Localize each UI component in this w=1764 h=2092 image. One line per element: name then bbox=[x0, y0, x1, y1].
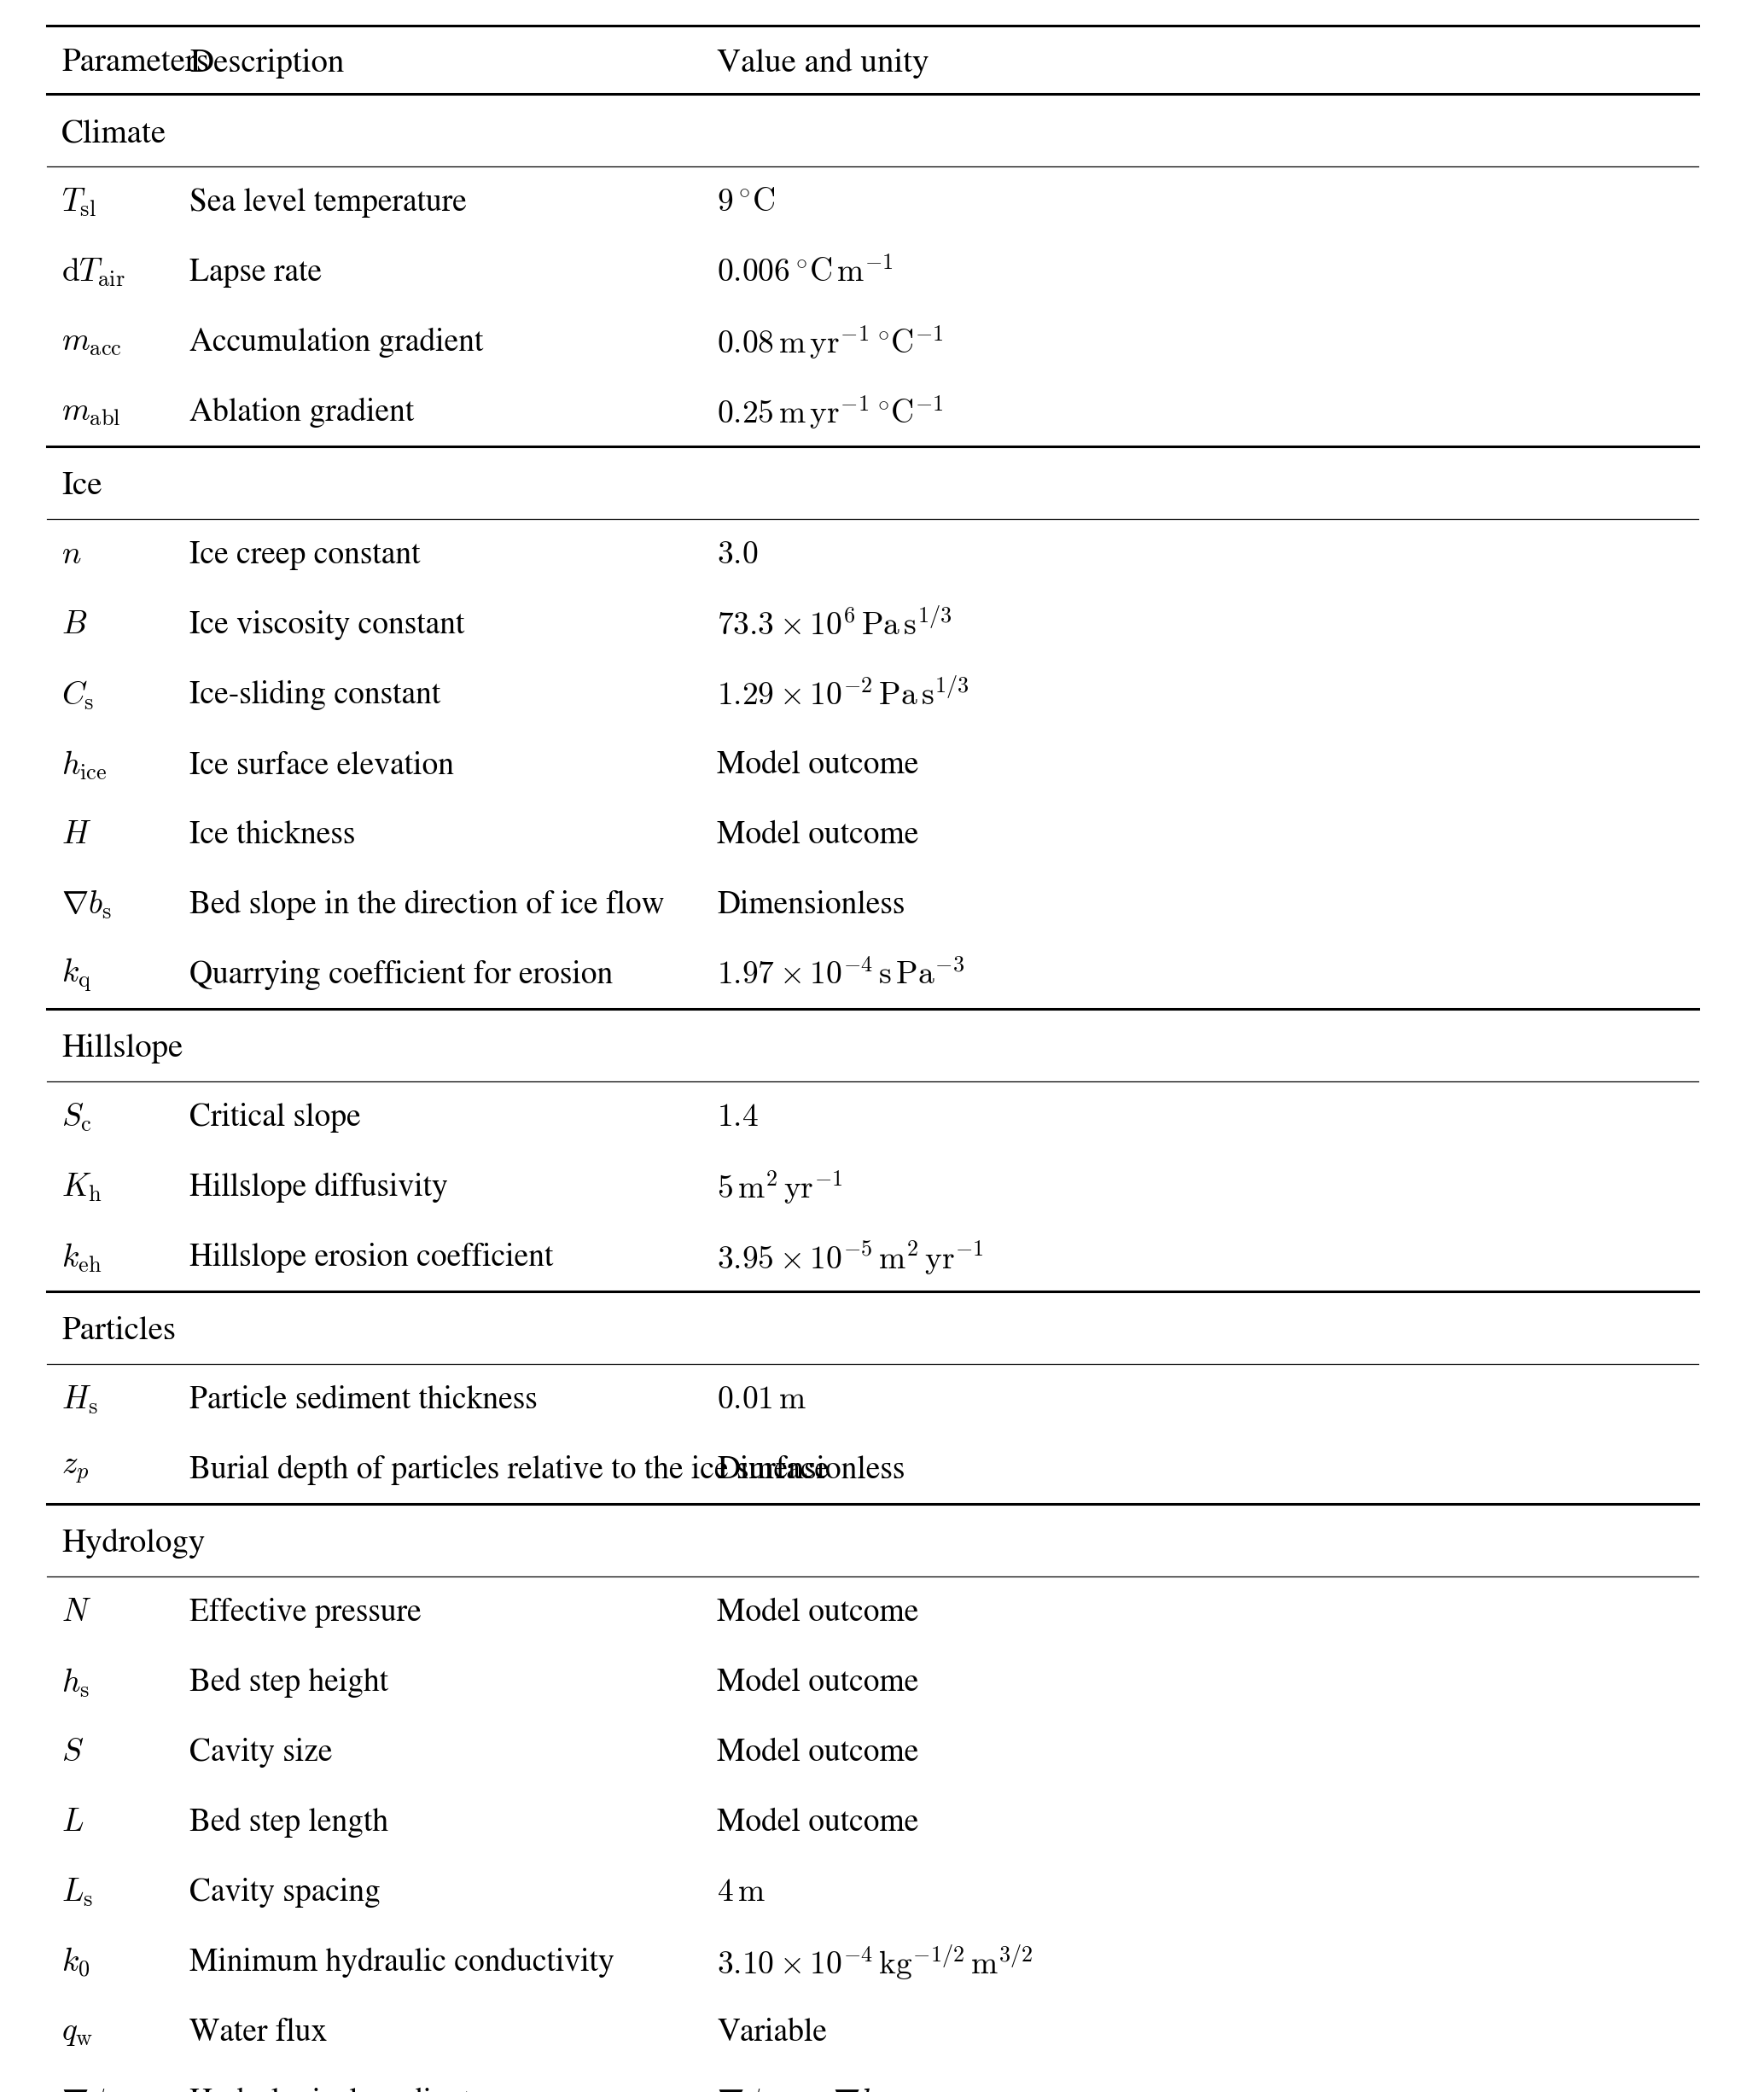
Text: $\nabla b_{\mathrm{s}}$: $\nabla b_{\mathrm{s}}$ bbox=[62, 889, 111, 920]
Text: Ablation gradient: Ablation gradient bbox=[189, 397, 415, 429]
Text: Ice creep constant: Ice creep constant bbox=[189, 540, 420, 571]
Text: $q_{\mathrm{w}}$: $q_{\mathrm{w}}$ bbox=[62, 2019, 93, 2048]
Text: $\nabla \psi$: $\nabla \psi$ bbox=[62, 2086, 109, 2092]
Text: Climate: Climate bbox=[62, 119, 166, 149]
Text: $B$: $B$ bbox=[62, 611, 86, 640]
Text: $n$: $n$ bbox=[62, 540, 81, 571]
Text: $0.25\,\mathrm{m\,yr}^{-1}\,^{\circ}\mathrm{C}^{-1}$: $0.25\,\mathrm{m\,yr}^{-1}\,^{\circ}\mat… bbox=[716, 393, 944, 431]
Text: Dimensionless: Dimensionless bbox=[716, 891, 905, 920]
Text: Model outcome: Model outcome bbox=[716, 1807, 919, 1837]
Text: Ice thickness: Ice thickness bbox=[189, 820, 355, 849]
Text: Accumulation gradient: Accumulation gradient bbox=[189, 328, 483, 358]
Text: Minimum hydraulic conductivity: Minimum hydraulic conductivity bbox=[189, 1948, 614, 1977]
Text: Critical slope: Critical slope bbox=[189, 1102, 362, 1132]
Text: Bed step length: Bed step length bbox=[189, 1807, 388, 1839]
Text: $73.3 \times 10^{6}\,\mathrm{Pa\,s}^{1/3}$: $73.3 \times 10^{6}\,\mathrm{Pa\,s}^{1/3… bbox=[716, 609, 953, 642]
Text: Cavity size: Cavity size bbox=[189, 1738, 332, 1768]
Text: Dimensionless: Dimensionless bbox=[716, 1456, 905, 1485]
Text: $9\,^{\circ}\mathrm{C}$: $9\,^{\circ}\mathrm{C}$ bbox=[716, 188, 774, 218]
Text: $3.10 \times 10^{-4}\,\mathrm{kg}^{-1/2}\,\mathrm{m}^{3/2}$: $3.10 \times 10^{-4}\,\mathrm{kg}^{-1/2}… bbox=[716, 1943, 1034, 1983]
Text: $S_{\mathrm{c}}$: $S_{\mathrm{c}}$ bbox=[62, 1102, 92, 1134]
Text: Ice viscosity constant: Ice viscosity constant bbox=[189, 611, 464, 640]
Text: $0.01\,\mathrm{m}$: $0.01\,\mathrm{m}$ bbox=[716, 1385, 806, 1414]
Text: $m_{\mathrm{acc}}$: $m_{\mathrm{acc}}$ bbox=[62, 328, 122, 358]
Text: Lapse rate: Lapse rate bbox=[189, 257, 321, 289]
Text: Hillslope diffusivity: Hillslope diffusivity bbox=[189, 1174, 448, 1203]
Text: $k_{\mathrm{q}}$: $k_{\mathrm{q}}$ bbox=[62, 956, 92, 994]
Text: $1.29 \times 10^{-2}\,\mathrm{Pa\,s}^{1/3}$: $1.29 \times 10^{-2}\,\mathrm{Pa\,s}^{1/… bbox=[716, 678, 970, 711]
Text: Cavity spacing: Cavity spacing bbox=[189, 1879, 381, 1908]
Text: $0.08\,\mathrm{m\,yr}^{-1}\,^{\circ}\mathrm{C}^{-1}$: $0.08\,\mathrm{m\,yr}^{-1}\,^{\circ}\mat… bbox=[716, 324, 944, 362]
Text: Hillslope: Hillslope bbox=[62, 1033, 183, 1063]
Text: Description: Description bbox=[189, 48, 344, 77]
Text: Effective pressure: Effective pressure bbox=[189, 1598, 422, 1628]
Text: Value and unity: Value and unity bbox=[716, 48, 930, 77]
Text: Ice: Ice bbox=[62, 471, 102, 502]
Text: $h_{\mathrm{s}}$: $h_{\mathrm{s}}$ bbox=[62, 1667, 90, 1699]
Text: Water flux: Water flux bbox=[189, 2019, 326, 2048]
Text: $4\,\mathrm{m}$: $4\,\mathrm{m}$ bbox=[716, 1879, 766, 1908]
Text: $5\,\mathrm{m}^{2}\,\mathrm{yr}^{-1}$: $5\,\mathrm{m}^{2}\,\mathrm{yr}^{-1}$ bbox=[716, 1169, 843, 1207]
Text: $N$: $N$ bbox=[62, 1598, 92, 1628]
Text: Hillslope erosion coefficient: Hillslope erosion coefficient bbox=[189, 1243, 554, 1272]
Text: $3.0$: $3.0$ bbox=[716, 540, 759, 571]
Text: $H$: $H$ bbox=[62, 820, 92, 849]
Text: Ice surface elevation: Ice surface elevation bbox=[189, 751, 453, 780]
Text: $K_{\mathrm{h}}$: $K_{\mathrm{h}}$ bbox=[62, 1172, 102, 1203]
Text: Model outcome: Model outcome bbox=[716, 1598, 919, 1628]
Text: Bed step height: Bed step height bbox=[189, 1667, 388, 1699]
Text: Particles: Particles bbox=[62, 1316, 176, 1345]
Text: $\mathrm{d}T_{\mathrm{air}}$: $\mathrm{d}T_{\mathrm{air}}$ bbox=[62, 257, 125, 289]
Text: $k_{0}$: $k_{0}$ bbox=[62, 1946, 90, 1979]
Text: $3.95 \times 10^{-5}\,\mathrm{m}^{2}\,\mathrm{yr}^{-1}$: $3.95 \times 10^{-5}\,\mathrm{m}^{2}\,\m… bbox=[716, 1238, 984, 1276]
Text: Burial depth of particles relative to the ice surface: Burial depth of particles relative to th… bbox=[189, 1456, 829, 1485]
Text: $S$: $S$ bbox=[62, 1738, 83, 1768]
Text: Hydrological gradient: Hydrological gradient bbox=[189, 2088, 471, 2092]
Text: Model outcome: Model outcome bbox=[716, 751, 919, 780]
Text: Bed slope in the direction of ice flow: Bed slope in the direction of ice flow bbox=[189, 891, 665, 920]
Text: $1.4$: $1.4$ bbox=[716, 1102, 759, 1132]
Text: $\nabla \psi = q_{\mathrm{w}} \nabla h_{\mathrm{ice}}$: $\nabla \psi = q_{\mathrm{w}} \nabla h_{… bbox=[716, 2086, 905, 2092]
Text: $m_{\mathrm{abl}}$: $m_{\mathrm{abl}}$ bbox=[62, 397, 120, 427]
Text: $C_{\mathrm{s}}$: $C_{\mathrm{s}}$ bbox=[62, 680, 93, 711]
Text: $L_{\mathrm{s}}$: $L_{\mathrm{s}}$ bbox=[62, 1877, 93, 1908]
Text: Model outcome: Model outcome bbox=[716, 1667, 919, 1699]
Text: Hydrology: Hydrology bbox=[62, 1529, 205, 1559]
Text: $H_{\mathrm{s}}$: $H_{\mathrm{s}}$ bbox=[62, 1385, 97, 1416]
Text: Sea level temperature: Sea level temperature bbox=[189, 188, 467, 218]
Text: Parameters: Parameters bbox=[62, 48, 210, 77]
Text: Quarrying coefficient for erosion: Quarrying coefficient for erosion bbox=[189, 960, 612, 990]
Text: Model outcome: Model outcome bbox=[716, 1738, 919, 1768]
Text: Particle sediment thickness: Particle sediment thickness bbox=[189, 1385, 538, 1414]
Text: $T_{\mathrm{sl}}$: $T_{\mathrm{sl}}$ bbox=[62, 186, 97, 220]
Text: $L$: $L$ bbox=[62, 1807, 85, 1837]
Text: $0.006\,^{\circ}\mathrm{C}\,\mathrm{m}^{-1}$: $0.006\,^{\circ}\mathrm{C}\,\mathrm{m}^{… bbox=[716, 257, 894, 289]
Text: $h_{\mathrm{ice}}$: $h_{\mathrm{ice}}$ bbox=[62, 749, 108, 782]
Text: Variable: Variable bbox=[716, 2019, 827, 2048]
Text: Ice-sliding constant: Ice-sliding constant bbox=[189, 680, 441, 711]
Text: $z_{p}$: $z_{p}$ bbox=[62, 1456, 90, 1485]
Text: $k_{\mathrm{eh}}$: $k_{\mathrm{eh}}$ bbox=[62, 1241, 102, 1274]
Text: Model outcome: Model outcome bbox=[716, 820, 919, 849]
Text: $1.97 \times 10^{-4}\,\mathrm{s\,Pa}^{-3}$: $1.97 \times 10^{-4}\,\mathrm{s\,Pa}^{-3… bbox=[716, 960, 965, 992]
